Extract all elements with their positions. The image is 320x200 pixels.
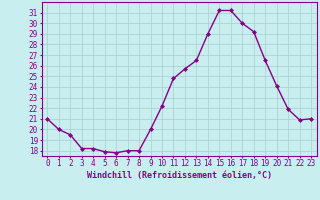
X-axis label: Windchill (Refroidissement éolien,°C): Windchill (Refroidissement éolien,°C) <box>87 171 272 180</box>
